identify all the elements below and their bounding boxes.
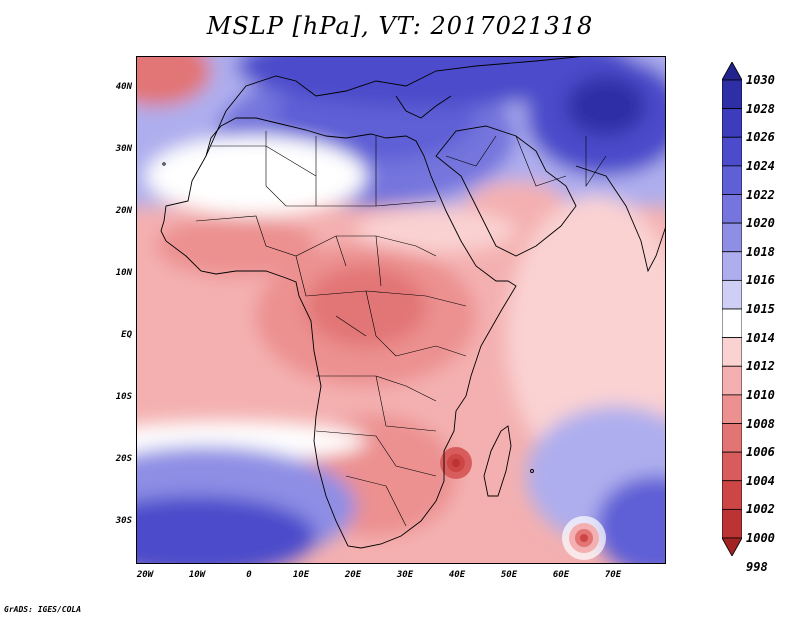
europe-coastline bbox=[205, 56, 587, 157]
indian-ocean-high-core bbox=[596, 476, 666, 564]
y-tick-label: 20N bbox=[115, 206, 132, 216]
x-tick-label: 60E bbox=[552, 570, 570, 580]
colorbar-level-label: 1004 bbox=[746, 473, 775, 488]
canary-islands bbox=[162, 162, 166, 166]
central-africa-low-core bbox=[306, 266, 426, 346]
colorbar-swatch bbox=[722, 165, 742, 195]
colorbar-swatch bbox=[722, 108, 742, 138]
colorbar-swatch bbox=[722, 308, 742, 339]
west-africa-low bbox=[156, 216, 316, 276]
colorbar-swatch bbox=[722, 194, 742, 224]
borders-north bbox=[211, 131, 437, 207]
y-tick-label: 40N bbox=[115, 82, 132, 92]
colorbar-swatch bbox=[722, 136, 742, 167]
madagascar-coastline bbox=[483, 425, 512, 497]
borders-middle-east bbox=[445, 135, 607, 187]
india-coastline bbox=[575, 165, 666, 273]
colorbar-swatch bbox=[722, 279, 742, 310]
africa-coastline bbox=[160, 117, 517, 549]
x-tick-label: 70E bbox=[604, 570, 622, 580]
colorbar-level-label: 1016 bbox=[746, 273, 775, 288]
colorbar-swatch bbox=[722, 79, 742, 110]
colorbar-level-label: 1002 bbox=[746, 502, 775, 517]
borders-south bbox=[315, 375, 437, 527]
y-tick-label: 20S bbox=[115, 454, 132, 464]
x-tick-label: 40E bbox=[448, 570, 466, 580]
colorbar-level-label: 1014 bbox=[746, 330, 775, 345]
colorbar-level-label: 1026 bbox=[746, 130, 775, 145]
colorbar-level-label: 1015 bbox=[746, 302, 775, 316]
colorbar-swatch bbox=[722, 365, 742, 396]
sahara-white-band bbox=[146, 136, 366, 216]
x-tick-label: 10E bbox=[292, 570, 310, 580]
colorbar-level-label: 1024 bbox=[746, 158, 775, 173]
iberia-low bbox=[136, 56, 211, 106]
colorbar-level-label: 1030 bbox=[746, 73, 775, 87]
colorbar-level-label: 1006 bbox=[746, 445, 775, 460]
colorbar-swatch bbox=[722, 423, 742, 453]
colorbar-swatch bbox=[722, 337, 742, 367]
colorbar bbox=[722, 62, 742, 556]
borders-central bbox=[305, 290, 467, 357]
x-tick-label: 50E bbox=[500, 570, 518, 580]
iran-high-core bbox=[566, 76, 646, 136]
indian-ocean-white bbox=[506, 196, 666, 476]
y-tick-label: 30S bbox=[115, 516, 132, 526]
colorbar-swatch bbox=[722, 222, 742, 253]
colorbar-level-label: 1020 bbox=[746, 216, 775, 231]
colorbar-top-arrow bbox=[722, 62, 742, 81]
colorbar-level-label: 1012 bbox=[746, 359, 775, 374]
colorbar-level-label: 1000 bbox=[746, 531, 775, 545]
colorbar-swatch bbox=[722, 508, 742, 539]
map-title: MSLP [hPa], VT: 2017021318 bbox=[206, 12, 594, 40]
colorbar-bottom-arrow bbox=[722, 537, 742, 556]
arabia-coastline bbox=[435, 125, 577, 257]
grads-credit: GrADS: IGES/COLA bbox=[4, 605, 82, 614]
y-tick-label: 10N bbox=[115, 268, 132, 278]
colorbar-swatch bbox=[722, 480, 742, 510]
y-tick-label: 10S bbox=[115, 392, 132, 402]
x-tick-label: 20E bbox=[344, 570, 362, 580]
mslp-map bbox=[136, 56, 666, 564]
southern-indian-ocean-low-core bbox=[580, 534, 588, 542]
colorbar-level-label: 1010 bbox=[746, 387, 775, 402]
colorbar-level-label: 1018 bbox=[746, 244, 775, 259]
y-tick-label: 30N bbox=[115, 144, 132, 154]
colorbar-level-label: 998 bbox=[746, 559, 768, 574]
x-tick-label: 0 bbox=[246, 570, 252, 580]
colorbar-swatch bbox=[722, 394, 742, 424]
colorbar-level-label: 1028 bbox=[746, 101, 775, 116]
colorbar-swatch bbox=[722, 451, 742, 482]
south-atlantic-high-core bbox=[136, 496, 316, 564]
mascarene-islands bbox=[530, 469, 534, 473]
y-tick-label: EQ bbox=[121, 330, 132, 340]
x-tick-label: 10W bbox=[188, 570, 206, 580]
mozambique-channel-low-core bbox=[452, 459, 460, 467]
borders-sahel bbox=[195, 215, 437, 297]
colorbar-level-label: 1008 bbox=[746, 416, 775, 431]
red-sea-pink bbox=[356, 209, 516, 253]
colorbar-swatch bbox=[722, 251, 742, 281]
colorbar-level-label: 1022 bbox=[746, 187, 775, 202]
x-tick-label: 30E bbox=[396, 570, 414, 580]
x-tick-label: 20W bbox=[136, 570, 154, 580]
